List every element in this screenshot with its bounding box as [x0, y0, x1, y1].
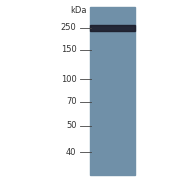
Text: 50: 50 [66, 122, 76, 130]
Text: 150: 150 [61, 45, 76, 54]
Bar [90, 25, 135, 31]
Text: 70: 70 [66, 97, 76, 106]
Text: 250: 250 [61, 23, 76, 32]
Bar [90, 7, 135, 175]
Text: 100: 100 [61, 75, 76, 84]
Text: 40: 40 [66, 148, 76, 157]
Text: kDa: kDa [70, 6, 86, 15]
